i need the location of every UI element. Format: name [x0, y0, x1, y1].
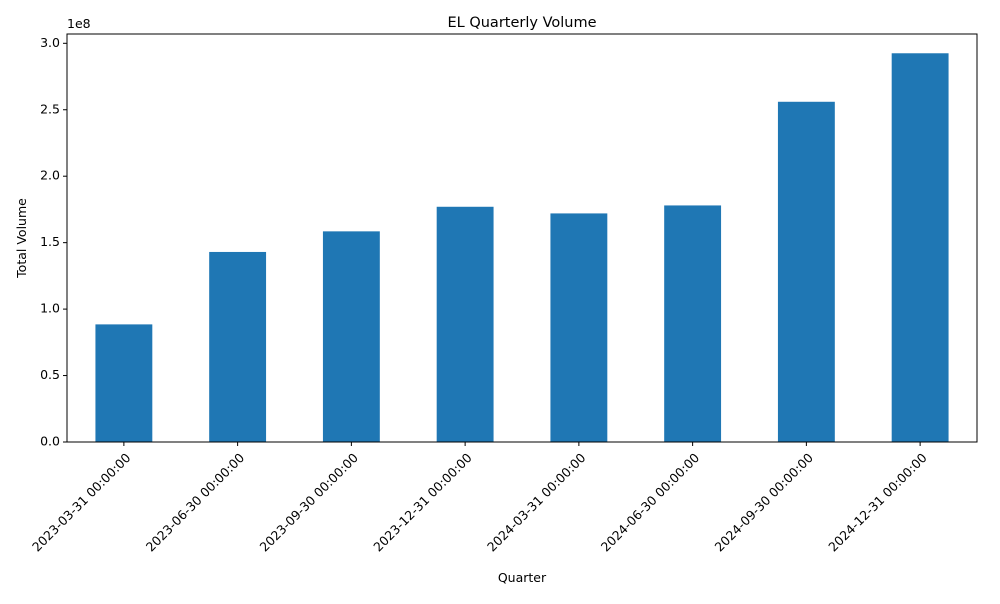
y-axis-ticks: 0.0 0.5 1.0 1.5 2.0 2.5 3.0 — [40, 35, 67, 449]
y-tick-label-2: 1.0 — [40, 301, 60, 316]
chart-title: EL Quarterly Volume — [447, 15, 596, 31]
bar-2 — [322, 231, 380, 442]
y-tick-label-6: 3.0 — [40, 35, 60, 50]
bars-layer — [95, 53, 949, 443]
bar-6 — [777, 101, 835, 442]
y-tick-label-5: 2.5 — [40, 101, 60, 116]
y-axis-offset-label: 1e8 — [67, 16, 91, 31]
bar-7 — [891, 53, 949, 443]
y-tick-label-0: 0.0 — [40, 434, 60, 449]
x-axis-label: Quarter — [498, 570, 547, 585]
bar-1 — [209, 251, 267, 442]
y-tick-label-4: 2.0 — [40, 168, 60, 183]
bar-0 — [95, 324, 153, 442]
bar-4 — [550, 213, 608, 442]
plot-frame — [66, 33, 978, 443]
y-tick-label-1: 0.5 — [40, 367, 60, 382]
bar-3 — [436, 206, 494, 442]
y-tick-label-3: 1.5 — [40, 234, 60, 249]
bar-5 — [664, 205, 722, 442]
y-axis-label: Total Volume — [14, 198, 29, 279]
